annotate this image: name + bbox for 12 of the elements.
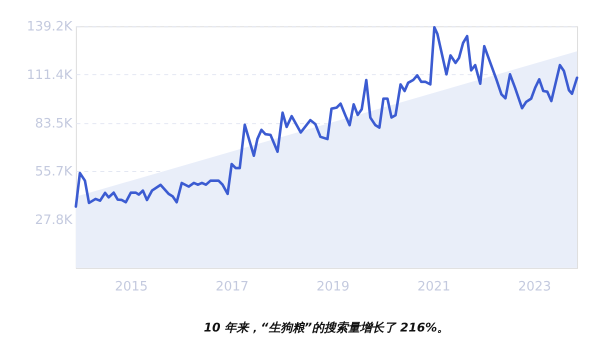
x-tick-label: 2023 [518,279,552,294]
text: 10 年来，“生狗粮”的搜索量增长了 216%。 [204,320,450,335]
y-tick-label: 55.7K [34,164,73,180]
y-tick-label: 111.4K [26,68,73,83]
x-tick-label: 2019 [316,279,350,294]
y-tick-label: 27.8K [34,213,73,228]
y-tick-label: 83.5K [34,116,73,132]
x-tick-label: 2017 [216,279,249,294]
y-tick-label: 139.2K [26,20,73,35]
line-series [74,26,578,208]
x-tick-label: 2015 [114,279,148,294]
x-tick-label: 2021 [417,279,450,294]
